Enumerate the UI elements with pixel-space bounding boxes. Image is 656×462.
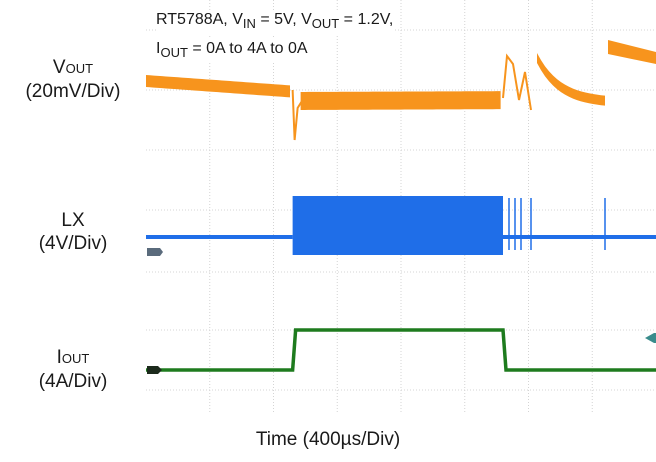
iout-channel-label: IOUT (4A/Div): [38, 347, 108, 392]
vout-trace-segment: [300, 91, 501, 110]
test-condition-line2: IOUT = 0A to 4A to 0A: [156, 39, 308, 64]
x-axis-label: Time (400µs/Div): [255, 429, 401, 450]
vout-overshoot: [502, 53, 532, 111]
offscreen-marker: [645, 333, 656, 343]
vout-trace-segment: [608, 40, 656, 64]
vout-channel-label: VOUT (20mV/Div): [25, 57, 121, 102]
lx-ground-marker: [147, 248, 163, 256]
lx-channel-label: LX (4V/Div): [38, 210, 108, 254]
iout-ground-marker: [147, 366, 162, 374]
iout-trace: [146, 328, 656, 372]
vout-trace-segment: [537, 53, 605, 106]
lx-switching-burst: [292, 196, 503, 255]
vout-trace-segment: [146, 75, 290, 98]
test-condition-line1: RT5788A, VIN = 5V, VOUT = 1.2V,: [156, 10, 394, 35]
vout-undershoot: [291, 89, 304, 141]
